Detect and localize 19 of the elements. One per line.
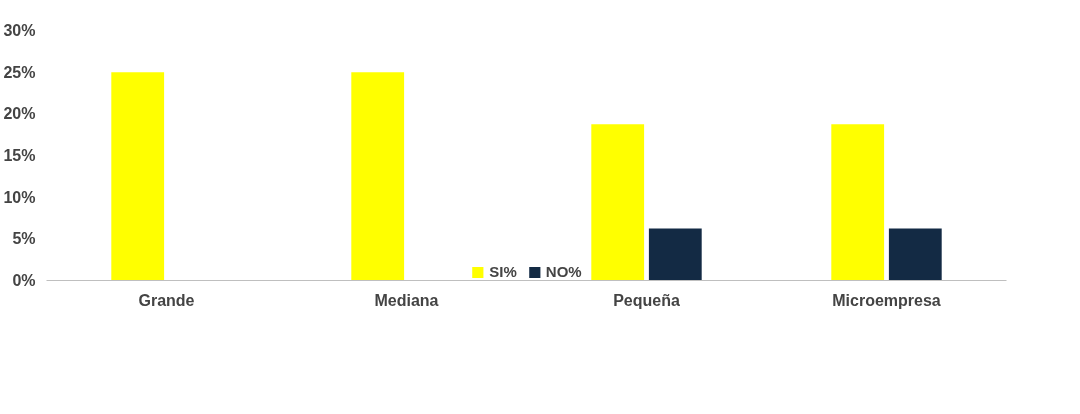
legend-label: SI%	[489, 263, 517, 280]
y-tick-label: 30%	[3, 22, 36, 39]
y-tick-label: 0%	[12, 272, 36, 289]
bar	[888, 228, 942, 281]
x-tick-label: Pequeña	[613, 291, 680, 309]
bar	[591, 124, 645, 281]
bar	[648, 228, 702, 281]
x-tick-label: Microempresa	[832, 291, 941, 309]
y-tick-label: 25%	[3, 63, 36, 81]
bar	[351, 72, 405, 281]
x-tick-label: Grande	[138, 291, 195, 309]
y-tick-label: 15%	[3, 147, 36, 164]
bar	[831, 124, 885, 281]
x-tick-label: Mediana	[374, 291, 439, 309]
legend-label: NO%	[545, 263, 582, 280]
bar	[111, 72, 165, 281]
y-tick-label: 20%	[3, 105, 36, 123]
y-tick-label: 5%	[12, 230, 36, 248]
y-tick-label: 10%	[3, 188, 36, 206]
